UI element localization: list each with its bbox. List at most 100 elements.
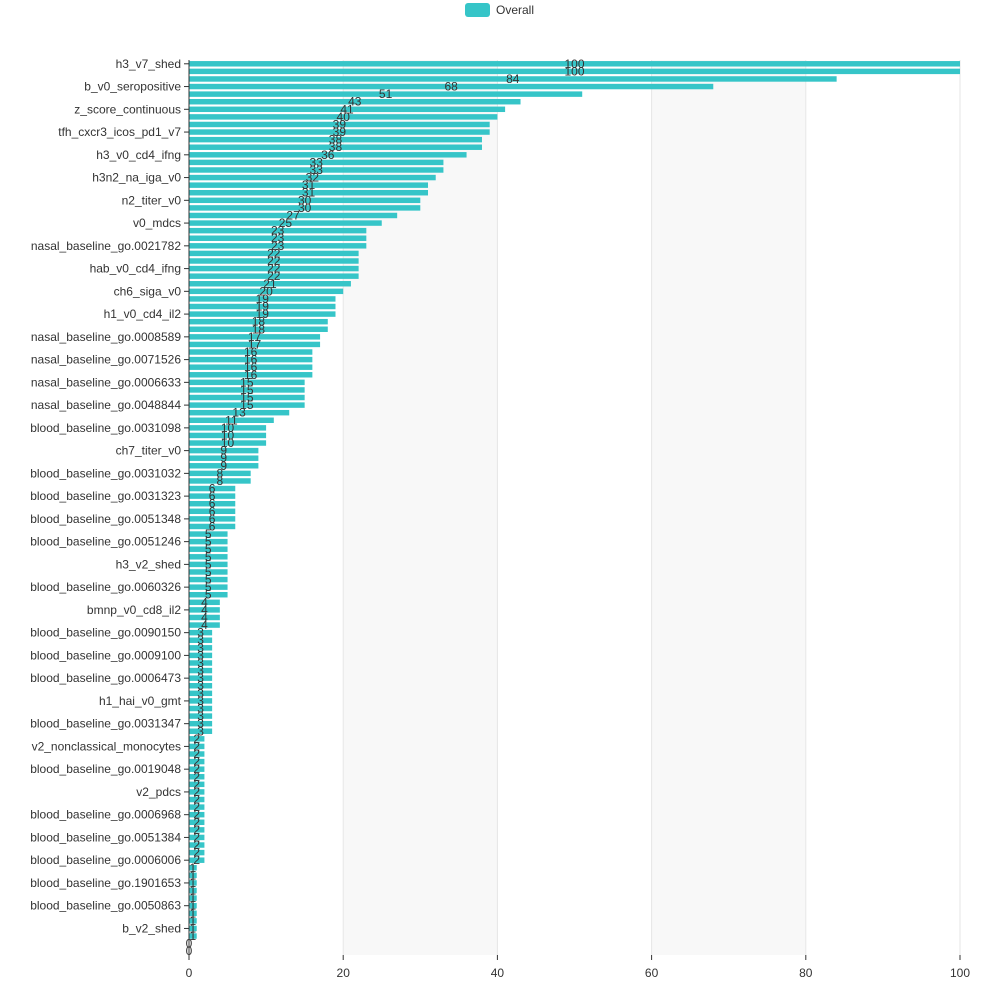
bar <box>189 258 359 264</box>
bar <box>189 235 367 241</box>
bar <box>189 61 960 67</box>
bar <box>189 144 482 150</box>
bar-value-label: 15 <box>240 398 254 412</box>
x-tick-label: 20 <box>337 966 351 980</box>
bar <box>189 895 197 901</box>
bar-value-label: 2 <box>193 762 200 776</box>
bar <box>189 167 444 173</box>
bar-value-label: 6 <box>209 519 216 533</box>
y-tick-label: nasal_baseline_go.0048844 <box>31 398 181 412</box>
bar <box>189 174 436 181</box>
bar <box>189 561 228 568</box>
bar-value-label: 3 <box>197 724 204 738</box>
y-tick-label: blood_baseline_go.0031098 <box>30 421 181 435</box>
bar-value-label: 19 <box>256 292 270 306</box>
x-tick-label: 0 <box>186 966 193 980</box>
bar-value-label: 5 <box>205 557 212 571</box>
bar <box>189 705 213 712</box>
bar-value-label: 15 <box>240 375 254 389</box>
bar-value-label: 3 <box>197 694 204 708</box>
bar <box>189 925 197 932</box>
bar <box>189 789 205 795</box>
y-tick-label: blood_baseline_go.0090150 <box>30 626 181 640</box>
bar <box>189 827 205 833</box>
bar-value-label: 22 <box>267 262 281 276</box>
bar-value-label: 43 <box>348 95 362 109</box>
y-tick-label: h1_hai_v0_gmt <box>99 694 182 708</box>
bar <box>189 887 197 894</box>
bar <box>189 751 205 757</box>
bar-value-label: 2 <box>193 739 200 753</box>
bar-value-label: 100 <box>564 57 584 71</box>
bar-value-label: 11 <box>225 413 238 427</box>
bar-value-label: 10 <box>221 436 235 450</box>
bar-value-label: 18 <box>252 322 266 336</box>
bar <box>189 417 274 424</box>
y-tick-label: blood_baseline_go.0031347 <box>30 717 181 731</box>
bar-value-label: 6 <box>209 512 216 526</box>
bar-value-label: 6 <box>209 489 216 503</box>
bar-value-label: 2 <box>193 793 200 807</box>
bar <box>189 516 236 522</box>
bar <box>189 98 521 105</box>
bar <box>189 857 205 863</box>
bar-value-label: 23 <box>271 231 285 245</box>
bar <box>189 652 213 659</box>
bar-value-label: 2 <box>193 830 200 844</box>
bar <box>189 918 197 924</box>
bar <box>189 197 421 204</box>
bar-value-label: 19 <box>256 307 270 321</box>
y-tick-label: nasal_baseline_go.0021782 <box>31 239 181 253</box>
bar-value-label: 22 <box>267 269 281 283</box>
y-tick-label: v2_pdcs <box>136 785 181 799</box>
bar <box>189 683 213 689</box>
bar-value-label: 16 <box>244 353 258 367</box>
bar-value-label: 17 <box>248 337 262 351</box>
bar-value-label: 22 <box>267 254 281 268</box>
bar <box>189 713 213 719</box>
bar-value-label: 3 <box>197 633 204 647</box>
bar <box>189 554 228 560</box>
bar <box>189 910 197 917</box>
bar-value-label: 38 <box>329 133 343 147</box>
bar <box>189 220 382 226</box>
bar <box>189 136 482 143</box>
bar-value-label: 2 <box>193 770 200 784</box>
bar-value-label: 13 <box>232 406 246 420</box>
y-tick-label: bmnp_v0_cd8_il2 <box>87 603 181 617</box>
bar <box>189 334 321 340</box>
y-tick-label: v2_nonclassical_monocytes <box>32 739 181 753</box>
bar <box>189 842 205 848</box>
bar <box>189 622 220 628</box>
bar-value-label: 3 <box>197 709 204 723</box>
bar-value-label: 30 <box>298 201 312 215</box>
bar-value-label: 1 <box>190 876 197 890</box>
bar-value-label: 27 <box>286 208 300 222</box>
bar <box>189 76 837 82</box>
bar <box>189 159 444 166</box>
bar <box>189 804 205 810</box>
bar <box>189 288 344 295</box>
bar-value-label: 22 <box>267 246 281 260</box>
legend-item-overall[interactable]: Overall <box>465 3 534 17</box>
bar <box>189 356 313 363</box>
bar-value-label: 6 <box>209 497 216 511</box>
bar-value-label: 1 <box>190 929 197 943</box>
y-tick-label: n2_titer_v0 <box>122 193 182 207</box>
x-tick-label: 60 <box>645 966 659 980</box>
bar <box>189 129 490 135</box>
bar-value-label: 1 <box>190 914 197 928</box>
bar-value-label: 21 <box>263 277 277 291</box>
bar-value-label: 39 <box>333 117 347 131</box>
bar <box>189 432 267 439</box>
y-tick-label: b_v2_shed <box>122 921 181 935</box>
bar-value-label: 38 <box>329 140 343 154</box>
bar <box>189 720 213 727</box>
bar-value-label: 2 <box>193 785 200 799</box>
bar-value-label: 25 <box>279 216 293 230</box>
y-tick-label: blood_baseline_go.1901653 <box>30 876 181 890</box>
bar-value-label: 9 <box>220 451 227 465</box>
bar <box>189 902 197 909</box>
